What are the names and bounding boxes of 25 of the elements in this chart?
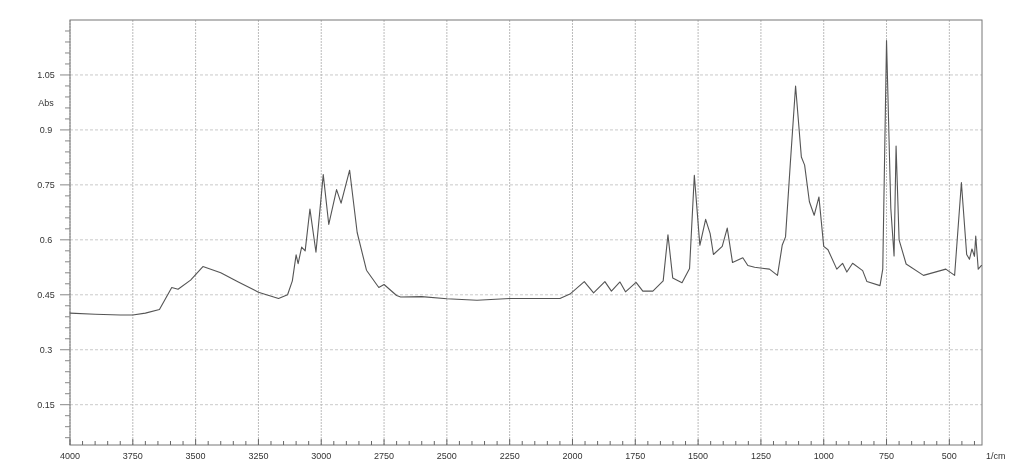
line-series — [69, 39, 983, 316]
x-tick-label: 4000 — [59, 451, 81, 461]
y-tick-label: 1.05 — [37, 69, 55, 80]
x-tick-label: 1250 — [750, 451, 771, 461]
x-tick-label: 750 — [879, 451, 895, 461]
x-tick-label: 1500 — [688, 451, 709, 461]
x-tick-label: 3250 — [248, 451, 269, 461]
x-tick-label: 1000 — [813, 451, 834, 461]
y-tick-label: 0.75 — [37, 179, 55, 190]
x-tick-label: 2250 — [499, 451, 520, 461]
x-tick-label: 2750 — [374, 451, 395, 461]
y-tick-label: 0.45 — [37, 289, 55, 300]
x-tick-label: 2000 — [562, 451, 583, 461]
y-tick-label: 0.15 — [37, 399, 55, 410]
y-tick-label: 0.6 — [39, 234, 53, 245]
x-tick-label: 3500 — [185, 451, 206, 461]
x-tick-label: 1750 — [625, 451, 646, 461]
y-axis-title: Abs — [38, 98, 55, 108]
y-tick-label: 0.3 — [39, 344, 53, 355]
x-tick-label: 3750 — [122, 451, 143, 461]
x-tick-label: 500 — [941, 451, 957, 461]
x-tick-label: 3000 — [311, 451, 332, 461]
x-tick-label: 2500 — [436, 451, 457, 461]
y-tick-label: 0.9 — [39, 124, 53, 135]
x-axis-title: 1/cm — [986, 451, 1006, 461]
